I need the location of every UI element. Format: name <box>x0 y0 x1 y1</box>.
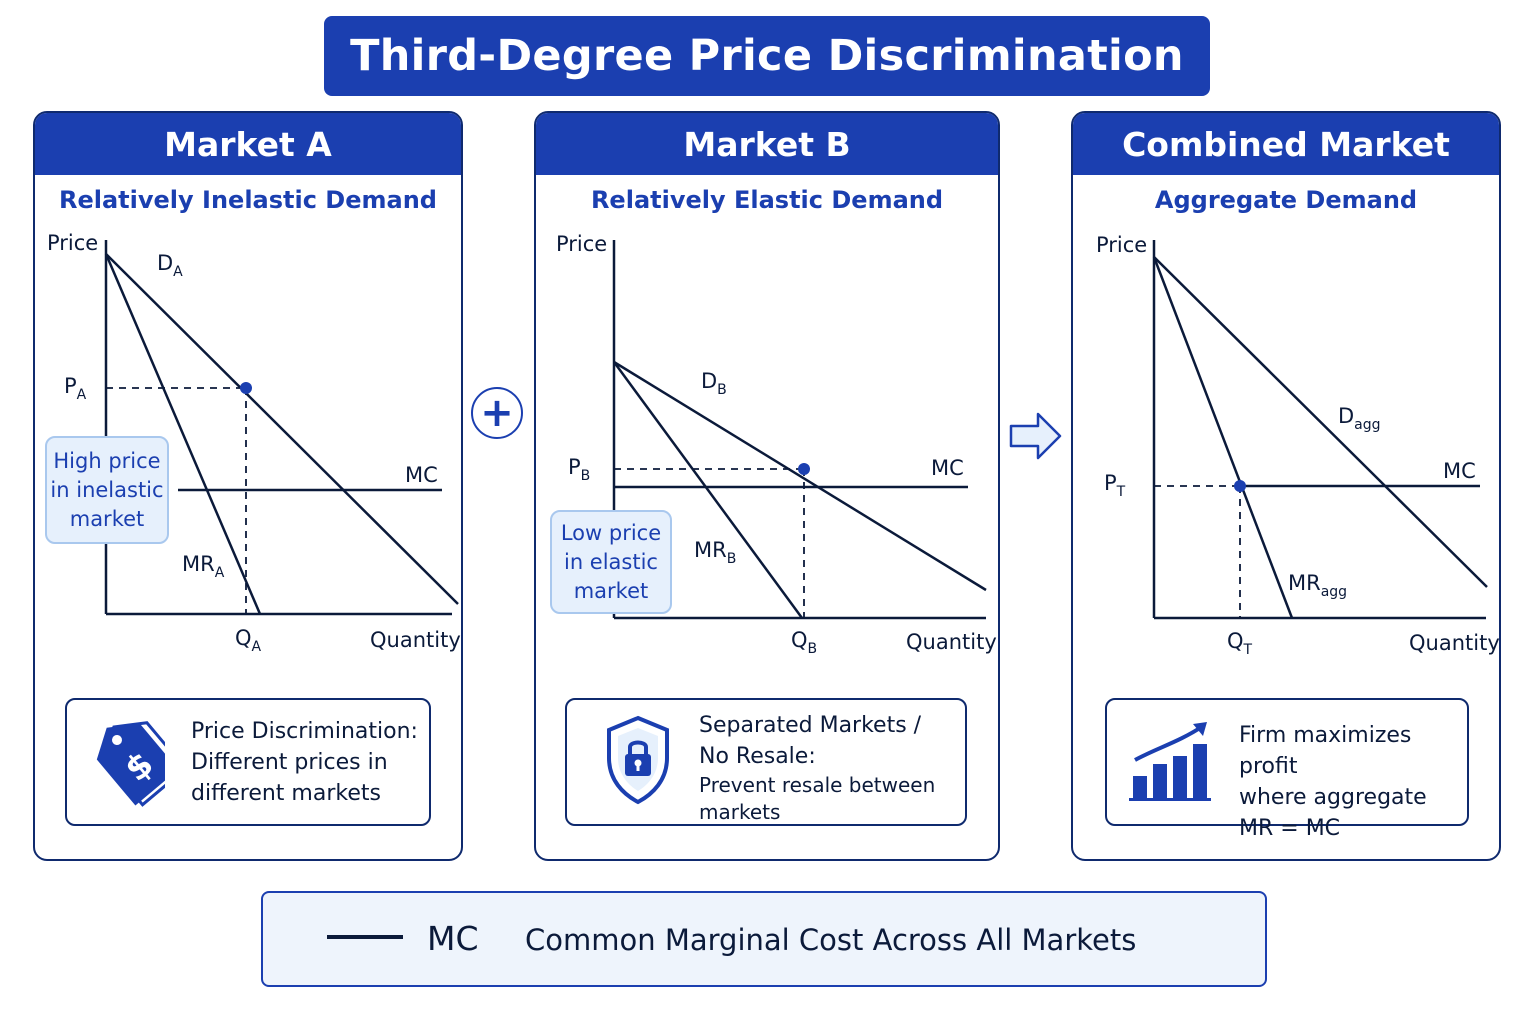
note-line: in inelastic <box>50 477 164 502</box>
note-line: market <box>69 506 145 531</box>
shield-lock-icon <box>607 715 669 805</box>
info-box-profit-max: Firm maximizes profit where aggregate MR… <box>1105 698 1469 841</box>
growth-chart-icon <box>1129 722 1211 801</box>
info-line: where aggregate <box>1239 785 1427 810</box>
info-line: Separated Markets / <box>699 713 922 738</box>
panel-header: Market B <box>536 113 998 175</box>
title-banner: Third-Degree Price Discrimination <box>324 16 1210 96</box>
legend-box: MC Common Marginal Cost Across All Marke… <box>261 891 1267 987</box>
info-line: Firm maximizes profit <box>1239 723 1412 779</box>
info-box-price-discrimination: $ Price Discrimination: Different prices… <box>65 698 431 826</box>
info-line: different markets <box>191 781 381 806</box>
info-box-separated-markets: Separated Markets / No Resale: Prevent r… <box>565 698 967 826</box>
panel-subtitle: Aggregate Demand <box>1154 186 1418 214</box>
legend-symbol: MC <box>427 919 479 958</box>
panel-subtitle: Relatively Elastic Demand <box>590 186 944 214</box>
panel-header: Combined Market <box>1073 113 1499 175</box>
legend-line-swatch <box>327 935 403 939</box>
page-title: Third-Degree Price Discrimination <box>350 31 1184 81</box>
plus-icon: + <box>471 387 523 439</box>
note-high-price: High price in inelastic market <box>45 436 169 544</box>
note-low-price: Low price in elastic market <box>550 510 672 614</box>
info-line: markets <box>699 800 781 824</box>
info-line: Price Discrimination: <box>191 719 418 744</box>
note-line: Low price <box>560 520 662 545</box>
info-line: Different prices in <box>191 750 388 775</box>
note-line: High price <box>53 448 161 473</box>
price-tag-icon: $ <box>96 721 165 807</box>
info-line: MR = MC <box>1239 816 1341 841</box>
note-line: in elastic <box>563 549 658 574</box>
info-line: Prevent resale between <box>699 773 936 797</box>
note-line: market <box>573 578 649 603</box>
panel-subtitle: Relatively Inelastic Demand <box>59 186 437 214</box>
legend-description: Common Marginal Cost Across All Markets <box>525 923 1137 957</box>
panel-header: Market A <box>35 113 461 175</box>
right-arrow-icon <box>1009 412 1062 460</box>
info-line: No Resale: <box>699 744 816 769</box>
